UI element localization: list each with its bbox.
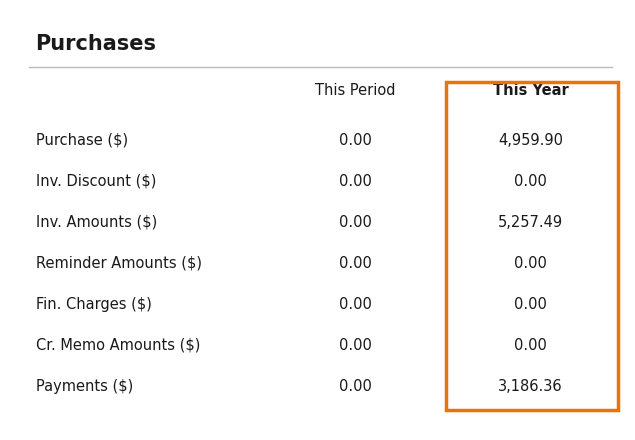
Text: 0.00: 0.00 [338,379,371,394]
Text: 0.00: 0.00 [514,297,547,312]
Text: 0.00: 0.00 [338,132,371,148]
Text: Purchases: Purchases [36,34,156,55]
Text: 0.00: 0.00 [338,215,371,230]
Text: 0.00: 0.00 [514,337,547,353]
Text: 4,959.90: 4,959.90 [498,132,563,148]
Text: 3,186.36: 3,186.36 [498,379,563,394]
Text: 0.00: 0.00 [514,256,547,271]
Bar [446,82,618,410]
Text: Cr. Memo Amounts ($): Cr. Memo Amounts ($) [36,337,200,353]
Text: 5,257.49: 5,257.49 [498,215,563,230]
Text: 0.00: 0.00 [338,174,371,189]
Text: 0.00: 0.00 [338,297,371,312]
Text: 0.00: 0.00 [514,174,547,189]
Text: This Year: This Year [493,83,568,98]
Text: 0.00: 0.00 [338,256,371,271]
Text: Payments ($): Payments ($) [36,379,133,394]
Text: Fin. Charges ($): Fin. Charges ($) [36,297,151,312]
Text: Inv. Amounts ($): Inv. Amounts ($) [36,215,157,230]
Text: 0.00: 0.00 [338,337,371,353]
Text: Inv. Discount ($): Inv. Discount ($) [36,174,156,189]
Text: This Period: This Period [315,83,396,98]
Text: Purchase ($): Purchase ($) [36,132,128,148]
Text: Reminder Amounts ($): Reminder Amounts ($) [36,256,201,271]
